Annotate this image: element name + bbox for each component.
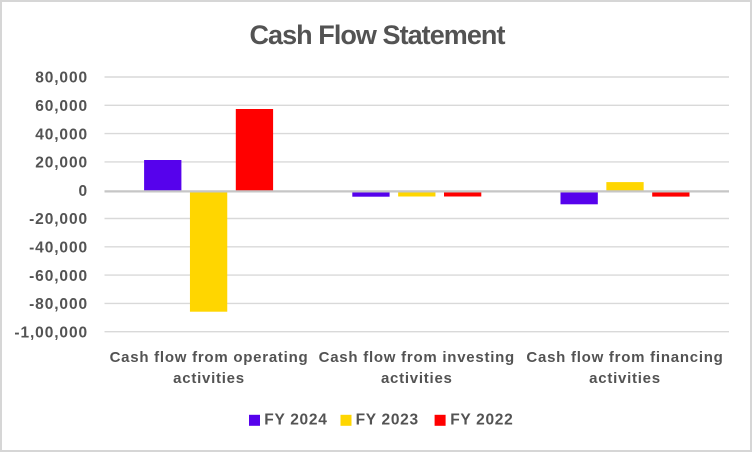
svg-text:Cash flow from operating: Cash flow from operating	[110, 349, 309, 366]
svg-text:-20,000: -20,000	[29, 211, 88, 228]
svg-text:activities: activities	[381, 370, 453, 387]
svg-text:60,000: 60,000	[35, 98, 88, 115]
svg-text:-40,000: -40,000	[29, 239, 88, 256]
svg-text:activities: activities	[589, 370, 661, 387]
svg-text:Cash Flow Statement: Cash Flow Statement	[250, 20, 506, 50]
svg-text:FY 2023: FY 2023	[356, 412, 419, 429]
svg-text:40,000: 40,000	[35, 126, 88, 143]
svg-text:0: 0	[78, 183, 88, 200]
svg-text:20,000: 20,000	[35, 155, 88, 172]
svg-text:-60,000: -60,000	[29, 268, 88, 285]
svg-text:FY 2022: FY 2022	[450, 412, 513, 429]
svg-text:Cash flow from financing: Cash flow from financing	[526, 349, 723, 366]
svg-text:Cash flow from investing: Cash flow from investing	[319, 349, 515, 366]
svg-text:-1,00,000: -1,00,000	[14, 324, 88, 341]
svg-text:FY 2024: FY 2024	[264, 412, 327, 429]
svg-text:-80,000: -80,000	[29, 296, 88, 313]
svg-text:80,000: 80,000	[35, 70, 88, 87]
svg-text:activities: activities	[173, 370, 245, 387]
